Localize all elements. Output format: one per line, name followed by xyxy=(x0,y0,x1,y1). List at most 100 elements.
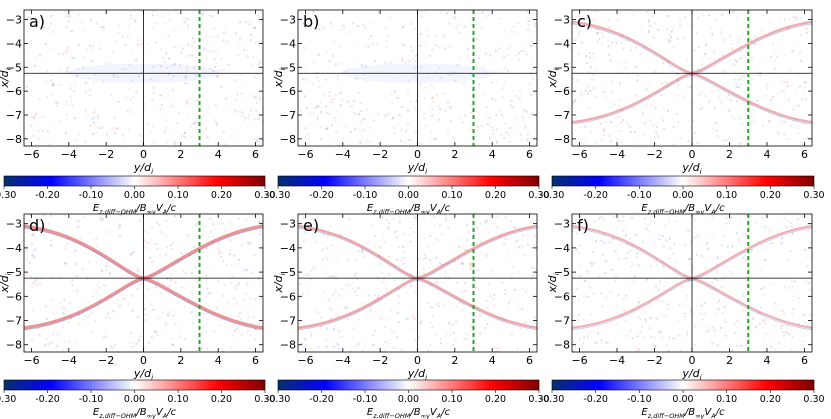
x-axis-label: y/di xyxy=(681,367,701,382)
x-tick-label: 2 xyxy=(177,354,184,367)
x-tick-label: 0 xyxy=(140,148,147,161)
y-tick-label: −5 xyxy=(6,266,22,279)
y-tick-label: −4 xyxy=(280,37,296,50)
y-tick-label: −4 xyxy=(554,37,570,50)
colorbar-tick-label: 0.00 xyxy=(398,190,419,201)
x-tick-label: −6 xyxy=(571,148,587,161)
colorbar-tick-label: -0.30 xyxy=(266,394,291,405)
y-tick-label: −7 xyxy=(6,315,22,328)
colorbar-tick-label: 0.10 xyxy=(716,394,737,405)
colorbar-tick-label: -0.10 xyxy=(79,394,104,405)
colorbar-tick-label: -0.20 xyxy=(35,190,60,201)
y-tick-label: −6 xyxy=(6,290,22,303)
x-tick-label: 4 xyxy=(764,148,771,161)
x-tick-label: 6 xyxy=(526,354,533,367)
colorbar xyxy=(551,175,815,187)
y-tick-label: −8 xyxy=(554,133,570,146)
x-tick-label: 4 xyxy=(215,354,222,367)
x-tick-label: −6 xyxy=(23,354,39,367)
x-tick-label: 0 xyxy=(414,148,421,161)
panel-label: b) xyxy=(303,12,319,31)
x-axis-label: y/di xyxy=(133,367,153,382)
x-tick-label: −4 xyxy=(61,354,77,367)
colorbar-tick-label: -0.20 xyxy=(583,394,608,405)
y-tick-label: −3 xyxy=(6,218,22,231)
y-axis-label: x/di xyxy=(0,68,13,88)
y-tick-label: −8 xyxy=(280,339,296,352)
y-tick-label: −7 xyxy=(280,109,296,122)
y-tick-label: −5 xyxy=(280,61,296,74)
x-tick-label: 2 xyxy=(177,148,184,161)
colorbar-tick-label: -0.30 xyxy=(540,190,565,201)
colorbar-tick-label: 0.30 xyxy=(528,394,549,405)
y-tick-label: −5 xyxy=(554,266,570,279)
x-tick-label: −2 xyxy=(372,148,388,161)
colorbar-tick-label: -0.30 xyxy=(266,190,291,201)
colorbar-tick-label: -0.30 xyxy=(540,394,565,405)
x-tick-label: −2 xyxy=(98,148,114,161)
colorbar-tick-label: 0.30 xyxy=(803,394,824,405)
colorbar-tick-label: -0.10 xyxy=(627,190,652,201)
colorbar-tick-label: 0.30 xyxy=(528,190,549,201)
colorbar xyxy=(551,379,815,391)
colorbar-tick-label: 0.30 xyxy=(254,394,275,405)
colorbar-tick-label: -0.20 xyxy=(35,394,60,405)
panel-label: d) xyxy=(29,216,45,235)
y-axis-label: x/di xyxy=(0,273,13,293)
x-tick-label: −2 xyxy=(98,354,114,367)
x-axis-label: y/di xyxy=(407,367,427,382)
colorbar-tick-label: -0.20 xyxy=(309,394,334,405)
colorbar-tick-label: -0.20 xyxy=(583,190,608,201)
x-tick-label: −2 xyxy=(646,148,662,161)
colorbar-label: Ez,diff−OHM/B∞yVA/c xyxy=(367,407,451,419)
colorbar xyxy=(277,379,540,391)
x-tick-label: 0 xyxy=(689,148,696,161)
colorbar-tick-label: -0.10 xyxy=(627,394,652,405)
y-tick-label: −5 xyxy=(6,61,22,74)
y-tick-label: −3 xyxy=(554,14,570,27)
x-tick-label: −6 xyxy=(297,354,313,367)
colorbar-tick-label: 0.30 xyxy=(254,190,275,201)
y-tick-label: −3 xyxy=(280,218,296,231)
colorbar xyxy=(3,175,266,187)
y-tick-label: −7 xyxy=(280,315,296,328)
y-axis-label: x/di xyxy=(546,273,561,293)
x-tick-label: 2 xyxy=(451,148,458,161)
x-tick-label: 4 xyxy=(764,354,771,367)
x-axis-label: y/di xyxy=(133,161,153,176)
x-axis-label: y/di xyxy=(681,161,701,176)
x-tick-label: 6 xyxy=(801,354,808,367)
colorbar-tick-label: -0.30 xyxy=(0,394,16,405)
x-tick-label: 2 xyxy=(726,148,733,161)
chart-panel-2: −6 −4 −2 0 2 4 6 −3 −4 −5 −6 −7 −8 b) y/di x/di -0.30 -0.… xyxy=(266,9,550,216)
x-tick-label: 0 xyxy=(689,354,696,367)
y-tick-label: −8 xyxy=(6,133,22,146)
colorbar-tick-label: 0.20 xyxy=(211,394,232,405)
y-tick-label: −3 xyxy=(280,14,296,27)
colorbar-tick-label: 0.10 xyxy=(167,394,188,405)
colorbar-label: Ez,diff−OHM/B∞yVA/c xyxy=(93,203,177,216)
y-tick-label: −6 xyxy=(280,85,296,98)
colorbar-label: Ez,diff−OHM/B∞yVA/c xyxy=(93,407,177,419)
colorbar-tick-label: 0.20 xyxy=(760,394,781,405)
y-axis-label: x/di xyxy=(546,68,561,88)
chart-panel-6: −6 −4 −2 0 2 4 6 −3 −4 −5 −6 −7 −8 f) y/di x/di -0.30 -0.… xyxy=(540,213,825,419)
y-tick-label: −4 xyxy=(6,37,22,50)
x-tick-label: 0 xyxy=(414,354,421,367)
x-tick-label: 4 xyxy=(489,148,496,161)
colorbar-tick-label: 0.00 xyxy=(398,394,419,405)
y-tick-label: −6 xyxy=(554,290,570,303)
y-tick-label: −6 xyxy=(554,85,570,98)
colorbar-tick-label: -0.10 xyxy=(79,190,104,201)
y-tick-label: −8 xyxy=(554,339,570,352)
y-axis-label: x/di xyxy=(272,68,287,88)
x-tick-label: −6 xyxy=(297,148,313,161)
panel-label: c) xyxy=(577,12,592,31)
y-tick-label: −7 xyxy=(554,315,570,328)
colorbar-tick-label: 0.00 xyxy=(124,394,145,405)
y-tick-label: −7 xyxy=(6,109,22,122)
colorbar-label: Ez,diff−OHM/B∞yVA/c xyxy=(367,203,451,216)
x-tick-label: 6 xyxy=(526,148,533,161)
colorbar-tick-label: 0.20 xyxy=(485,394,506,405)
x-tick-label: 6 xyxy=(801,148,808,161)
